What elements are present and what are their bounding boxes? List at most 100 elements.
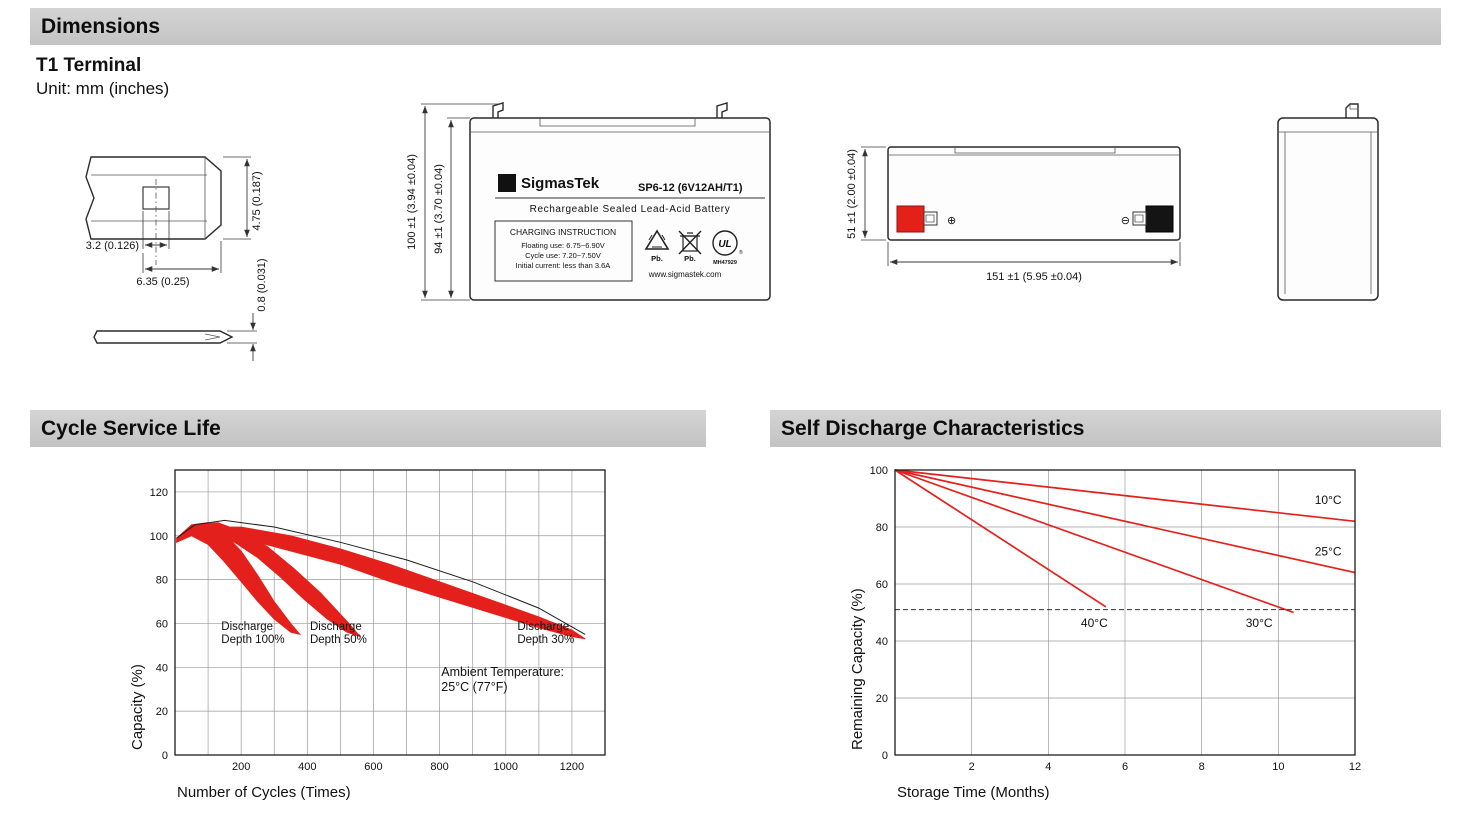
unit-label: Unit: mm (inches) [36, 79, 170, 98]
ul-registered-mark: ® [739, 249, 743, 256]
terminal-tab-right [716, 102, 728, 118]
y-tick-label: 60 [876, 579, 888, 591]
terminal-detail-drawing: 4.75 (0.187) 3.2 (0.126) 6.35 (0.25) 0.8… [85, 156, 268, 361]
temperature-line [894, 469, 1356, 523]
dim-text-overall-height: 100 ±1 (3.94 ±0.04) [406, 154, 418, 250]
brand-name: SigmasTek [521, 175, 600, 192]
y-tick-label: 20 [156, 706, 168, 718]
pb-recycle-icon [644, 229, 670, 250]
cycle-service-life-chart: 200 400 600 800 1000 1200 0 20 40 60 80 100 120 Disch… [129, 469, 606, 801]
dim-side-height: 51 ±1 (2.00 ±0.04) [846, 146, 886, 241]
y-axis-title: Capacity (%) [129, 664, 146, 750]
y-tick-label: 100 [870, 465, 888, 477]
model-number: SP6-12 (6V12AH/T1) [638, 182, 743, 194]
y-tick-label: 40 [156, 662, 168, 674]
x-tick-label: 600 [364, 761, 382, 773]
battery-side-view-drawing: ⊕ ⊖ 151 ±1 (5.95 ±0.04) 51 ±1 (2.00 ±0.0… [846, 146, 1181, 283]
brand-logo-icon [498, 174, 516, 192]
pb-label-1: Pb. [651, 254, 663, 263]
pb-crossed-bin-icon [678, 230, 702, 255]
dim-text-side-height: 51 ±1 (2.00 ±0.04) [846, 149, 858, 239]
band-annotation: Discharge Depth 100% [221, 621, 284, 646]
negative-symbol: ⊖ [1121, 215, 1130, 227]
dim-text-length: 151 ±1 (5.95 ±0.04) [986, 271, 1082, 283]
section-header-cycle-service-life: Cycle Service Life [30, 410, 706, 447]
y-tick-label: 80 [156, 575, 168, 587]
battery-front-view-drawing: Σ SigmasTek SP6-12 (6V12AH/T1) Rechargea… [406, 102, 771, 301]
positive-terminal: ⊕ [896, 205, 956, 233]
charging-instruction-title: CHARGING INSTRUCTION [510, 227, 616, 237]
battery-subtitle: Rechargeable Sealed Lead-Acid Battery [530, 204, 731, 215]
y-tick-label: 0 [882, 750, 888, 762]
dim-6-35: 6.35 (0.25) [136, 241, 222, 288]
x-tick-label: 1000 [494, 761, 518, 773]
y-tick-label: 80 [876, 522, 888, 534]
band-annotation: Discharge Depth 30% [517, 621, 574, 646]
x-tick-label: 12 [1349, 761, 1361, 773]
dim-text-3-2: 3.2 (0.126) [86, 240, 139, 252]
terminal-type-title: T1 Terminal [36, 55, 142, 76]
dim-3-2: 3.2 (0.126) [86, 211, 170, 252]
ul-file-number: MH47929 [713, 260, 737, 266]
x-axis-title: Number of Cycles (Times) [177, 784, 351, 801]
x-axis-title: Storage Time (Months) [897, 784, 1050, 801]
negative-terminal: ⊖ [1121, 205, 1174, 233]
charging-floating-use: Floating use: 6.75~6.90V [521, 241, 605, 250]
temperature-label: 40°C [1081, 616, 1108, 630]
capacity-envelope-curve [176, 519, 586, 635]
section-header-dimensions: Dimensions [30, 8, 1441, 45]
battery-side-outline [887, 146, 1181, 241]
x-tick-label: 400 [298, 761, 316, 773]
temperature-label: 25°C [1315, 545, 1342, 559]
x-tick-label: 200 [232, 761, 250, 773]
terminal-blade-side-view [93, 330, 234, 344]
dim-length: 151 ±1 (5.95 ±0.04) [887, 242, 1181, 283]
x-tick-label: 2 [969, 761, 975, 773]
x-tick-label: 4 [1045, 761, 1051, 773]
x-tick-label: 6 [1122, 761, 1128, 773]
ul-logo-icon: UL ® [712, 230, 743, 256]
x-tick-label: 10 [1272, 761, 1284, 773]
battery-end-outline [1277, 103, 1379, 301]
band-annotation: Discharge Depth 50% [310, 621, 367, 646]
battery-front-outline [469, 102, 771, 301]
y-tick-label: 0 [162, 750, 168, 762]
x-tick-label: 1200 [560, 761, 584, 773]
plot-frame [894, 469, 1356, 756]
self-discharge-chart: 2 4 6 8 10 12 0 20 40 60 80 100 10°C 25°C 30°C 40°C Stor… [849, 465, 1361, 801]
dim-overall-height: 100 ±1 (3.94 ±0.04) [406, 103, 499, 301]
x-tick-label: 8 [1199, 761, 1205, 773]
temperature-label: 30°C [1246, 616, 1273, 630]
dim-0-8: 0.8 (0.031) [227, 258, 268, 361]
dim-text-0-8: 0.8 (0.031) [256, 258, 268, 311]
y-tick-label: 120 [150, 487, 168, 499]
website-text: www.sigmastek.com [648, 270, 722, 279]
dim-case-height: 94 ±1 (3.70 ±0.04) [433, 117, 470, 298]
battery-label: Σ SigmasTek SP6-12 (6V12AH/T1) Rechargea… [494, 174, 765, 282]
y-tick-label: 60 [156, 618, 168, 630]
terminal-tab-left [492, 102, 504, 118]
y-tick-label: 40 [876, 636, 888, 648]
y-axis-title: Remaining Capacity (%) [849, 588, 866, 750]
temperature-line [894, 469, 1356, 574]
brand-logo-sigma: Σ [503, 176, 511, 191]
positive-symbol: ⊕ [947, 215, 956, 227]
discharge-band [176, 526, 586, 640]
temperature-line [894, 469, 1107, 608]
ul-logo-text: UL [718, 239, 731, 250]
dim-4-75: 4.75 (0.187) [223, 156, 263, 240]
charging-initial-current: Initial current: less than 3.6A [516, 261, 611, 270]
pb-label-2: Pb. [684, 254, 696, 263]
temperature-line [894, 469, 1294, 614]
plot-frame [174, 469, 606, 756]
charging-cycle-use: Cycle use: 7.20~7.50V [525, 251, 601, 260]
y-tick-label: 20 [876, 693, 888, 705]
section-header-self-discharge: Self Discharge Characteristics [770, 410, 1441, 447]
dim-text-4-75: 4.75 (0.187) [251, 171, 263, 230]
y-tick-label: 100 [150, 531, 168, 543]
dim-text-6-35: 6.35 (0.25) [136, 276, 189, 288]
terminal-tab-top [1345, 103, 1359, 118]
terminal-tab-outline [85, 156, 222, 265]
dim-text-case-height: 94 ±1 (3.70 ±0.04) [433, 164, 445, 254]
